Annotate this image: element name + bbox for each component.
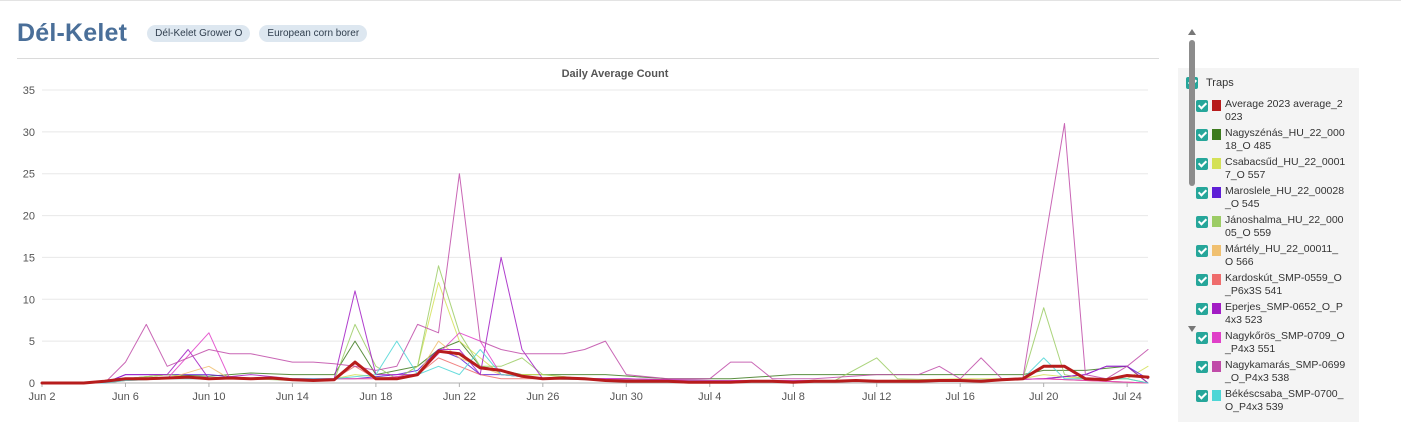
legend-item-checkbox[interactable] (1196, 187, 1208, 199)
x-tick-label: Jul 4 (698, 391, 721, 403)
x-tick-label: Jun 26 (526, 391, 559, 403)
legend-color-swatch (1212, 332, 1221, 343)
scroll-down-arrow[interactable] (1188, 326, 1196, 332)
series-line-9 (41, 123, 1149, 384)
legend-master-label: Traps (1206, 77, 1234, 89)
legend-item-label: Nagyszénás_HU_22_00018_O 485 (1225, 127, 1345, 152)
legend-color-swatch (1212, 216, 1221, 227)
legend-item-checkbox[interactable] (1196, 100, 1208, 112)
y-tick-label: 10 (23, 294, 35, 306)
page-header: Dél-Kelet Dél-Kelet Grower O European co… (17, 18, 376, 48)
legend-item-checkbox[interactable] (1196, 245, 1208, 257)
legend-item[interactable]: Nagykamarás_SMP-0699_O_P4x3 538 (1196, 359, 1346, 388)
legend-color-swatch (1212, 303, 1221, 314)
legend-item-checkbox[interactable] (1196, 390, 1208, 402)
legend-item-label: Kardoskút_SMP-0559_O_P6x3S 541 (1225, 272, 1342, 297)
legend-item-label: Békéscsaba_SMP-0700_O_P4x3 539 (1225, 388, 1344, 413)
legend-item[interactable]: Average 2023 average_2023 (1196, 98, 1346, 127)
x-tick-label: Jul 24 (1112, 391, 1141, 403)
legend-item[interactable]: Mártély_HU_22_00011_O 566 (1196, 243, 1346, 272)
legend-item-label: Mártély_HU_22_00011_O 566 (1225, 243, 1339, 268)
line-chart: Daily Average Count 0 5 10 15 20 25 30 35 Jun 2 Ju… (23, 68, 1150, 403)
top-border (0, 0, 1401, 1)
legend-item-label: Maroslele_HU_22_00028_O 545 (1225, 185, 1345, 210)
legend-item-checkbox[interactable] (1196, 303, 1208, 315)
series-line-0 (40, 349, 1150, 385)
legend-item[interactable]: Maroslele_HU_22_00028_O 545 (1196, 185, 1346, 214)
legend-item-checkbox[interactable] (1196, 158, 1208, 170)
x-tick-label: Jun 18 (359, 391, 392, 403)
x-tick-label: Jun 14 (276, 391, 309, 403)
legend-item[interactable]: Jánoshalma_HU_22_00005_O 559 (1196, 214, 1346, 243)
legend-item-label: Average 2023 average_2023 (1225, 98, 1343, 123)
pest-tag[interactable]: European corn borer (259, 24, 368, 42)
x-tick-label: Jun 10 (192, 391, 225, 403)
legend-item[interactable]: Csabacsűd_HU_22_00017_O 557 (1196, 156, 1346, 185)
trap-legend: Traps Average 2023 average_2023 Nagyszéná… (1178, 68, 1359, 422)
legend-item-label: Jánoshalma_HU_22_00005_O 559 (1225, 214, 1344, 239)
x-tick-label: Jul 12 (862, 391, 891, 403)
x-tick-label: Jun 2 (29, 391, 56, 403)
legend-item[interactable]: Nagyszénás_HU_22_00018_O 485 (1196, 127, 1346, 156)
series-line-2 (41, 282, 1149, 384)
x-tick-label: Jul 16 (946, 391, 975, 403)
legend-item-label: Nagykamarás_SMP-0699_O_P4x3 538 (1225, 359, 1346, 384)
page-title: Dél-Kelet (17, 18, 128, 47)
x-tick-label: Jun 6 (112, 391, 139, 403)
y-tick-label: 0 (29, 378, 35, 390)
x-tick-label: Jun 30 (610, 391, 643, 403)
legend-item[interactable]: Békéscsaba_SMP-0700_O_P4x3 539 (1196, 388, 1346, 417)
header-divider (17, 58, 1159, 59)
x-tick-label: Jul 20 (1029, 391, 1058, 403)
y-tick-label: 35 (23, 85, 35, 97)
legend-item-label: Nagykőrös_SMP-0709_O_P4x3 551 (1225, 330, 1345, 355)
legend-item[interactable]: Nagykőrös_SMP-0709_O_P4x3 551 (1196, 330, 1346, 359)
legend-color-swatch (1212, 129, 1221, 140)
legend-item-checkbox[interactable] (1196, 274, 1208, 286)
legend-color-swatch (1212, 361, 1221, 372)
legend-item[interactable]: Kardoskút_SMP-0559_O_P6x3S 541 (1196, 272, 1346, 301)
legend-color-swatch (1212, 187, 1221, 198)
legend-color-swatch (1212, 158, 1221, 169)
scroll-up-arrow[interactable] (1188, 29, 1196, 35)
legend-color-swatch (1212, 274, 1221, 285)
legend-color-swatch (1212, 390, 1221, 401)
legend-item-checkbox[interactable] (1196, 361, 1208, 373)
x-tick-label: Jun 22 (443, 391, 476, 403)
legend-list: Average 2023 average_2023 Nagyszénás_HU_2… (1196, 98, 1346, 420)
y-tick-label: 5 (29, 336, 35, 348)
y-tick-label: 20 (23, 211, 35, 223)
x-tick-label: Jul 8 (782, 391, 805, 403)
legend-item-checkbox[interactable] (1196, 129, 1208, 141)
series-line-7 (41, 256, 1149, 384)
legend-item-checkbox[interactable] (1196, 216, 1208, 228)
series-line-4 (41, 265, 1149, 384)
legend-color-swatch (1212, 245, 1221, 256)
grower-tag[interactable]: Dél-Kelet Grower O (147, 24, 251, 42)
y-tick-label: 25 (23, 169, 35, 181)
series-line-8 (41, 332, 1149, 384)
y-tick-label: 30 (23, 127, 35, 139)
legend-color-swatch (1212, 100, 1221, 111)
chart-title: Daily Average Count (562, 68, 669, 80)
y-tick-label: 15 (23, 252, 35, 264)
legend-item-label: Csabacsűd_HU_22_00017_O 557 (1225, 156, 1346, 181)
legend-item-label: Eperjes_SMP-0652_O_P4x3 523 (1225, 301, 1343, 326)
legend-scrollbar[interactable] (1189, 40, 1195, 186)
legend-item-checkbox[interactable] (1196, 332, 1208, 344)
legend-item[interactable]: Eperjes_SMP-0652_O_P4x3 523 (1196, 301, 1346, 330)
